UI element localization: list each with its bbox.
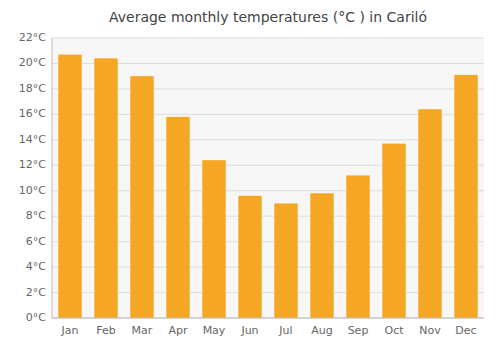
bar	[58, 55, 81, 318]
y-tick-label: 14°C	[19, 133, 46, 146]
x-tick-label: Sep	[348, 324, 369, 337]
chart-title: Average monthly temperatures (°C ) in Ca…	[109, 9, 427, 25]
y-axis-line	[52, 38, 53, 318]
x-tick-label: Oct	[384, 324, 404, 337]
grid-line	[52, 318, 484, 319]
x-tick-label: Dec	[455, 324, 476, 337]
y-tick-label: 8°C	[26, 209, 46, 222]
y-tick-label: 4°C	[26, 260, 46, 273]
y-tick-label: 20°C	[19, 56, 46, 69]
y-tick-label: 0°C	[26, 311, 46, 324]
bars	[58, 55, 477, 318]
chart-container: 0°C 2°C 4°C 6°C 8°C 10°C 12°C 14°C 16°C 18°C 20°C 2…	[0, 0, 500, 350]
x-tick-label: Jul	[278, 324, 292, 337]
x-tick-label: Feb	[96, 324, 115, 337]
y-tick-label: 22°C	[19, 31, 46, 44]
x-tick-label: Apr	[168, 324, 188, 337]
bar	[310, 193, 333, 318]
x-tick-label: Mar	[132, 324, 153, 337]
bar	[166, 117, 189, 318]
bar	[382, 144, 405, 318]
y-tick-label: 16°C	[19, 107, 46, 120]
bar	[346, 175, 369, 318]
grid-line	[52, 38, 484, 39]
x-tick-label: Aug	[311, 324, 332, 337]
x-tick-label: Jan	[61, 324, 79, 337]
x-tick-label: Nov	[419, 324, 441, 337]
bar	[202, 160, 225, 318]
y-tick-label: 2°C	[26, 286, 46, 299]
bar	[454, 75, 477, 318]
bar	[418, 109, 441, 318]
chart-svg: 0°C 2°C 4°C 6°C 8°C 10°C 12°C 14°C 16°C 18°C 20°C 2…	[0, 0, 500, 350]
y-tick-label: 6°C	[26, 235, 46, 248]
bar	[274, 203, 297, 318]
bar	[130, 76, 153, 318]
bar	[238, 196, 261, 318]
y-tick-label: 12°C	[19, 158, 46, 171]
y-tick-label: 10°C	[19, 184, 46, 197]
x-axis-line	[52, 318, 484, 319]
plot-background	[52, 38, 484, 318]
x-tick-label: Jun	[240, 324, 258, 337]
x-tick-label: May	[203, 324, 226, 337]
bar	[94, 58, 117, 318]
y-tick-label: 18°C	[19, 82, 46, 95]
